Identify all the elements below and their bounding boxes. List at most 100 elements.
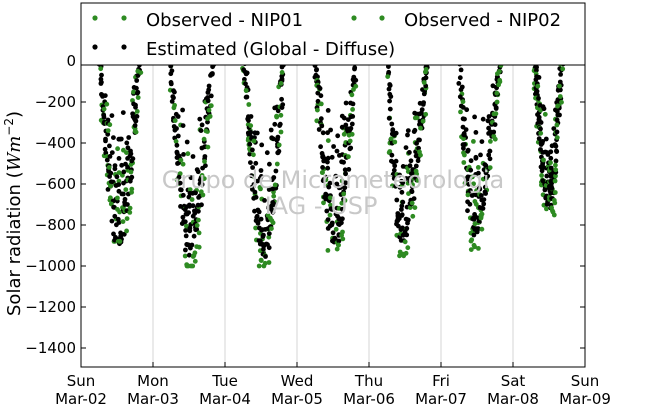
- point-estimated: [178, 187, 184, 193]
- point-observed: [340, 229, 345, 235]
- y-tick-label-0: 0: [66, 52, 76, 70]
- point-estimated: [244, 70, 250, 76]
- legend-box: [80, 2, 586, 66]
- point-estimated: [124, 140, 130, 146]
- point-observed: [108, 183, 113, 189]
- point-estimated: [335, 133, 341, 139]
- point-estimated: [456, 81, 462, 86]
- point-estimated: [129, 174, 135, 180]
- point-estimated: [257, 175, 263, 181]
- x-tick-day-1: Mon: [137, 372, 169, 390]
- point-estimated: [463, 127, 469, 132]
- point-observed: [278, 81, 284, 86]
- y-tick-label-5: −1000: [25, 257, 76, 275]
- point-estimated: [553, 143, 559, 149]
- x-tick-date-2: Mar-04: [199, 390, 251, 408]
- x-tick-date-4: Mar-06: [343, 390, 395, 408]
- point-estimated: [190, 154, 196, 159]
- point-estimated: [473, 130, 479, 135]
- point-observed: [128, 169, 134, 175]
- point-estimated: [99, 72, 104, 78]
- point-estimated: [264, 150, 270, 156]
- point-observed: [552, 200, 558, 206]
- point-observed: [274, 113, 279, 119]
- point-observed: [105, 128, 111, 134]
- x-tick-date-5: Mar-07: [415, 390, 467, 408]
- legend-marker-nip01-a: [92, 15, 98, 21]
- point-estimated: [271, 175, 277, 180]
- point-observed: [206, 107, 212, 113]
- point-observed: [134, 109, 140, 114]
- point-observed: [127, 210, 133, 215]
- point-estimated: [249, 173, 254, 179]
- point-observed: [414, 115, 420, 121]
- point-observed: [417, 149, 422, 155]
- point-observed: [538, 130, 544, 136]
- point-estimated: [485, 173, 491, 179]
- point-estimated: [317, 86, 323, 91]
- point-estimated: [329, 207, 335, 212]
- point-observed: [341, 131, 347, 137]
- point-observed: [494, 99, 500, 105]
- point-observed: [385, 74, 391, 79]
- point-estimated: [183, 228, 189, 233]
- point-estimated: [423, 75, 429, 81]
- point-estimated: [275, 134, 281, 140]
- point-observed: [243, 88, 249, 93]
- point-estimated: [478, 152, 483, 158]
- point-observed: [487, 165, 493, 171]
- x-tick-date-6: Mar-08: [487, 390, 539, 408]
- point-observed: [409, 200, 415, 206]
- point-observed: [257, 185, 263, 190]
- point-observed: [462, 152, 467, 158]
- point-observed: [560, 66, 566, 72]
- point-estimated: [134, 114, 140, 119]
- point-estimated: [261, 232, 266, 238]
- point-observed: [135, 95, 141, 100]
- legend-marker-nip02-b: [379, 15, 385, 21]
- legend-label-estimated: Estimated (Global - Diffuse): [146, 39, 395, 60]
- point-estimated: [194, 227, 200, 232]
- point-estimated: [399, 189, 405, 195]
- point-observed: [196, 230, 202, 236]
- point-estimated: [413, 163, 419, 169]
- point-estimated: [107, 154, 113, 159]
- x-tick-date-1: Mar-03: [127, 390, 179, 408]
- point-estimated: [493, 105, 499, 110]
- point-estimated: [118, 136, 124, 142]
- point-estimated: [341, 159, 346, 165]
- legend-marker-nip01-b: [121, 15, 127, 21]
- point-estimated: [343, 122, 349, 128]
- point-estimated: [105, 187, 111, 192]
- point-observed: [256, 263, 262, 269]
- point-observed: [200, 192, 206, 198]
- point-observed: [555, 103, 560, 109]
- point-estimated: [199, 182, 205, 187]
- legend-marker-nip02-a: [351, 15, 357, 21]
- point-observed: [548, 160, 553, 166]
- point-estimated: [181, 152, 186, 157]
- point-estimated: [340, 216, 345, 222]
- point-estimated: [468, 158, 474, 164]
- point-estimated: [103, 136, 108, 142]
- point-estimated: [477, 186, 483, 192]
- point-estimated: [276, 148, 282, 154]
- point-estimated: [540, 178, 546, 184]
- point-estimated: [248, 160, 253, 166]
- legend-label-nip02: Observed - NIP02: [404, 10, 561, 31]
- point-estimated: [538, 126, 543, 132]
- point-observed: [347, 138, 353, 144]
- point-observed: [315, 107, 320, 113]
- point-observed: [349, 92, 355, 98]
- point-estimated: [119, 162, 125, 168]
- point-estimated: [174, 142, 180, 148]
- point-observed: [116, 170, 122, 176]
- point-observed: [207, 113, 213, 119]
- point-observed: [201, 136, 207, 142]
- point-estimated: [543, 136, 549, 142]
- point-estimated: [460, 105, 466, 110]
- point-observed: [471, 139, 476, 144]
- point-observed: [553, 167, 559, 173]
- point-observed: [470, 174, 475, 180]
- x-axis: SunMar-02MonMar-03TueMar-04WedMar-05ThuM…: [55, 362, 611, 408]
